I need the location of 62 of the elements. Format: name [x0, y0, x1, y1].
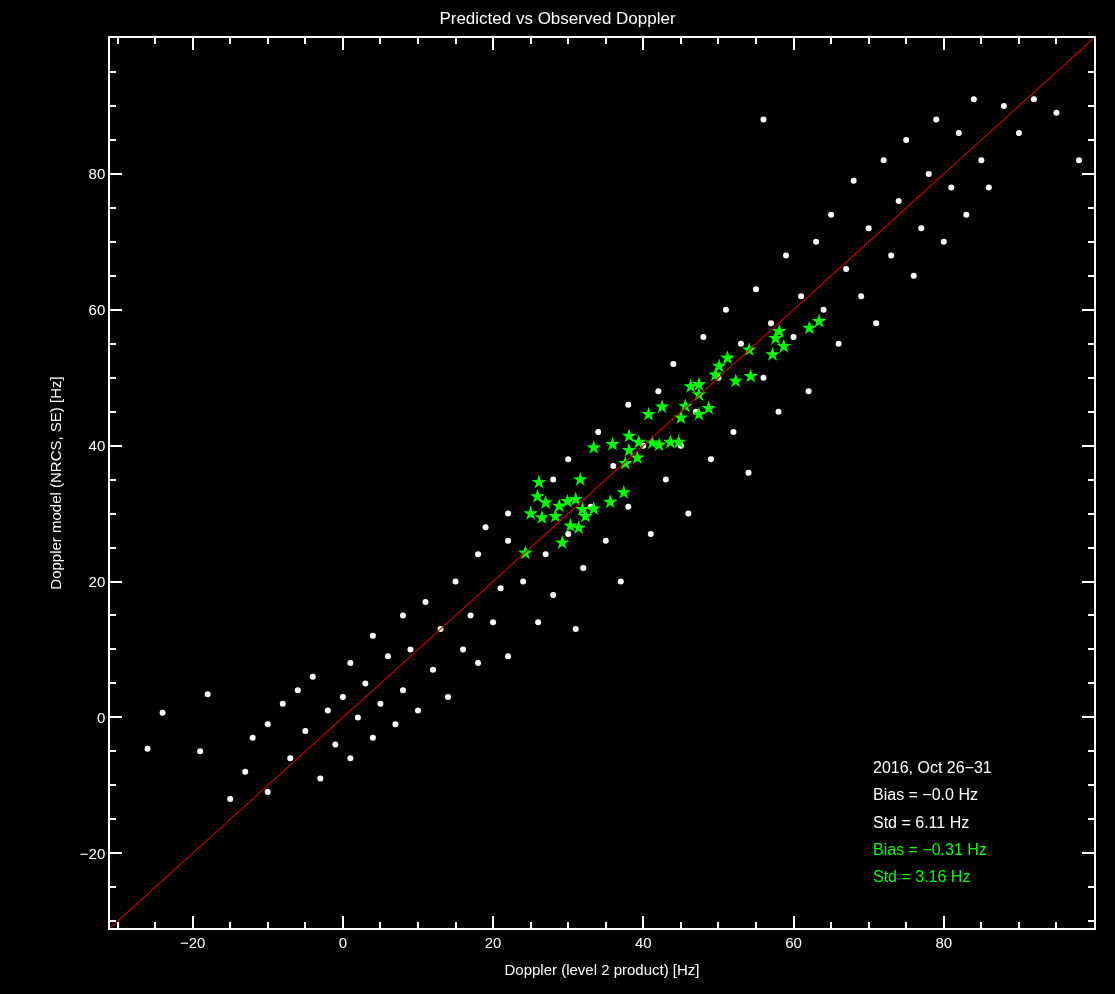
chart-title: Predicted vs Observed Doppler — [439, 8, 676, 28]
point — [631, 434, 647, 449]
y-tick-label: 40 — [88, 436, 106, 454]
x-tick-label: 0 — [338, 933, 348, 951]
x-tick-label: 80 — [935, 933, 953, 951]
point — [616, 484, 632, 499]
point — [691, 376, 707, 391]
point — [683, 378, 698, 393]
point — [534, 509, 550, 524]
x-tick-label: 40 — [634, 933, 652, 951]
point — [728, 373, 744, 388]
point — [621, 428, 637, 443]
x-tick-label: −20 — [179, 933, 206, 951]
point — [602, 494, 618, 509]
point — [743, 368, 759, 383]
y-tick-label: 60 — [88, 301, 106, 319]
point — [802, 320, 817, 335]
point — [811, 313, 827, 328]
point — [720, 350, 735, 365]
point — [691, 406, 707, 421]
x-tick-label: 60 — [785, 933, 802, 951]
point — [560, 493, 575, 508]
point — [641, 406, 656, 421]
point — [572, 471, 588, 486]
point — [523, 505, 538, 520]
point — [554, 535, 570, 550]
annotation: Std = 6.11 Hz — [873, 814, 970, 831]
x-tick-label: 20 — [484, 933, 502, 951]
point — [654, 399, 670, 414]
point — [548, 508, 563, 523]
y-tick-label: 80 — [88, 165, 106, 183]
y-tick-label: −20 — [79, 844, 106, 862]
x-axis-title: Doppler (level 2 product) [Hz] — [504, 961, 700, 979]
point — [531, 474, 547, 489]
point — [605, 436, 620, 451]
point — [765, 346, 780, 361]
y-axis-title: Doppler model (NRCS, SE) [Hz] — [46, 376, 64, 590]
point — [538, 495, 553, 509]
point — [701, 400, 716, 415]
y-tick-label: 20 — [88, 572, 106, 590]
point — [571, 520, 587, 535]
annotation: 2016, Oct 26−31 — [873, 759, 992, 776]
point — [629, 450, 645, 465]
point — [768, 330, 783, 345]
point — [586, 501, 602, 516]
point — [708, 367, 723, 382]
point — [578, 508, 593, 523]
point — [621, 442, 637, 457]
point — [711, 358, 727, 373]
y-tick-label: 0 — [96, 708, 106, 726]
point — [771, 323, 787, 338]
point — [563, 518, 578, 533]
point — [530, 488, 545, 503]
annotation: Bias = −0.0 Hz — [873, 786, 978, 803]
point — [671, 434, 686, 449]
annotation: Std = 3.16 Hz — [873, 868, 971, 885]
point — [776, 338, 792, 353]
point — [586, 439, 602, 454]
annotation: Bias = −0.31 Hz — [873, 841, 987, 858]
point — [673, 410, 689, 425]
point — [551, 498, 567, 513]
point — [568, 491, 584, 506]
